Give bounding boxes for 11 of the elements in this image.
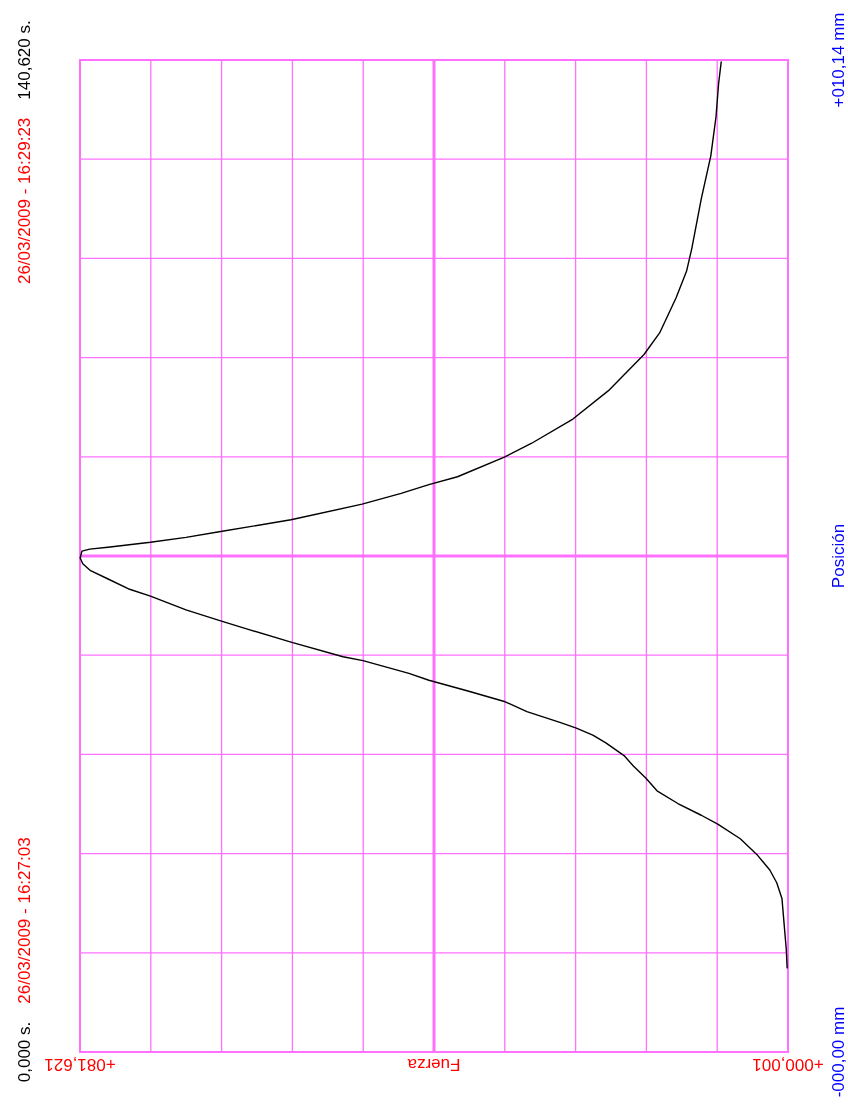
x-axis-title: Fuerza <box>407 1055 461 1074</box>
text: 26/03/2009 - 16:27:03 <box>15 837 34 1004</box>
x-tick-label: +081,621 <box>44 1055 116 1074</box>
y2-tick-label: 0,000 s. <box>15 1021 34 1083</box>
y-tick-label: -000,00 mm <box>829 1006 848 1098</box>
y2-tick-label: 140,620 s. <box>15 20 34 100</box>
y-tick-label: +010,14 mm <box>829 12 848 108</box>
text: 26/03/2009 - 16:29:23 <box>15 117 34 285</box>
line-series <box>79 61 788 969</box>
x-tick-label: +000,001 <box>752 1055 824 1074</box>
y-axis-title: Posición <box>829 523 848 589</box>
